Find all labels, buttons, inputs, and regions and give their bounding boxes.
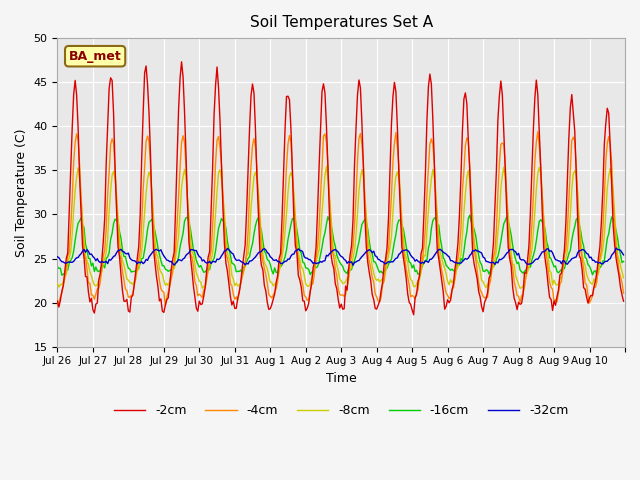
-8cm — [516, 286, 524, 291]
-4cm — [534, 129, 541, 134]
-32cm — [543, 246, 550, 252]
-32cm — [620, 252, 627, 258]
-4cm — [618, 280, 626, 286]
Line: -16cm: -16cm — [58, 215, 623, 275]
-8cm — [54, 281, 61, 287]
Line: -4cm: -4cm — [58, 132, 623, 306]
-16cm — [92, 264, 100, 270]
-2cm — [73, 92, 81, 98]
Line: -8cm: -8cm — [58, 167, 623, 288]
-4cm — [544, 267, 552, 273]
-2cm — [178, 59, 186, 65]
-32cm — [73, 255, 81, 261]
-4cm — [620, 290, 627, 296]
-32cm — [612, 245, 620, 251]
-2cm — [90, 310, 98, 316]
Y-axis label: Soil Temperature (C): Soil Temperature (C) — [15, 128, 28, 257]
-16cm — [54, 264, 61, 270]
-32cm — [345, 259, 353, 264]
-16cm — [466, 212, 474, 218]
-4cm — [90, 297, 98, 302]
-16cm — [346, 267, 354, 273]
-8cm — [620, 275, 627, 281]
Line: -2cm: -2cm — [58, 62, 623, 315]
-8cm — [323, 164, 330, 169]
-16cm — [544, 244, 552, 250]
-8cm — [90, 282, 98, 288]
Text: BA_met: BA_met — [68, 50, 122, 63]
-2cm — [346, 252, 354, 258]
-32cm — [618, 250, 626, 255]
Line: -32cm: -32cm — [58, 248, 623, 265]
-8cm — [618, 269, 626, 275]
-32cm — [459, 259, 467, 264]
-4cm — [346, 261, 354, 266]
-32cm — [54, 254, 61, 260]
-4cm — [161, 303, 169, 309]
-32cm — [349, 263, 357, 268]
-8cm — [544, 253, 552, 259]
-4cm — [54, 302, 61, 308]
-2cm — [410, 312, 417, 318]
-4cm — [73, 131, 81, 137]
-8cm — [346, 267, 354, 273]
-4cm — [459, 188, 467, 193]
-16cm — [74, 220, 82, 226]
X-axis label: Time: Time — [326, 372, 356, 385]
-8cm — [459, 233, 467, 239]
-2cm — [544, 282, 552, 288]
-2cm — [460, 96, 468, 102]
-32cm — [90, 255, 98, 261]
-16cm — [58, 272, 66, 278]
-2cm — [618, 292, 626, 298]
-16cm — [618, 260, 626, 265]
Legend: -2cm, -4cm, -8cm, -16cm, -32cm: -2cm, -4cm, -8cm, -16cm, -32cm — [109, 399, 573, 422]
-8cm — [73, 174, 81, 180]
-16cm — [459, 258, 467, 264]
Title: Soil Temperatures Set A: Soil Temperatures Set A — [250, 15, 433, 30]
-2cm — [620, 298, 627, 304]
-16cm — [620, 259, 627, 264]
-2cm — [54, 298, 61, 304]
